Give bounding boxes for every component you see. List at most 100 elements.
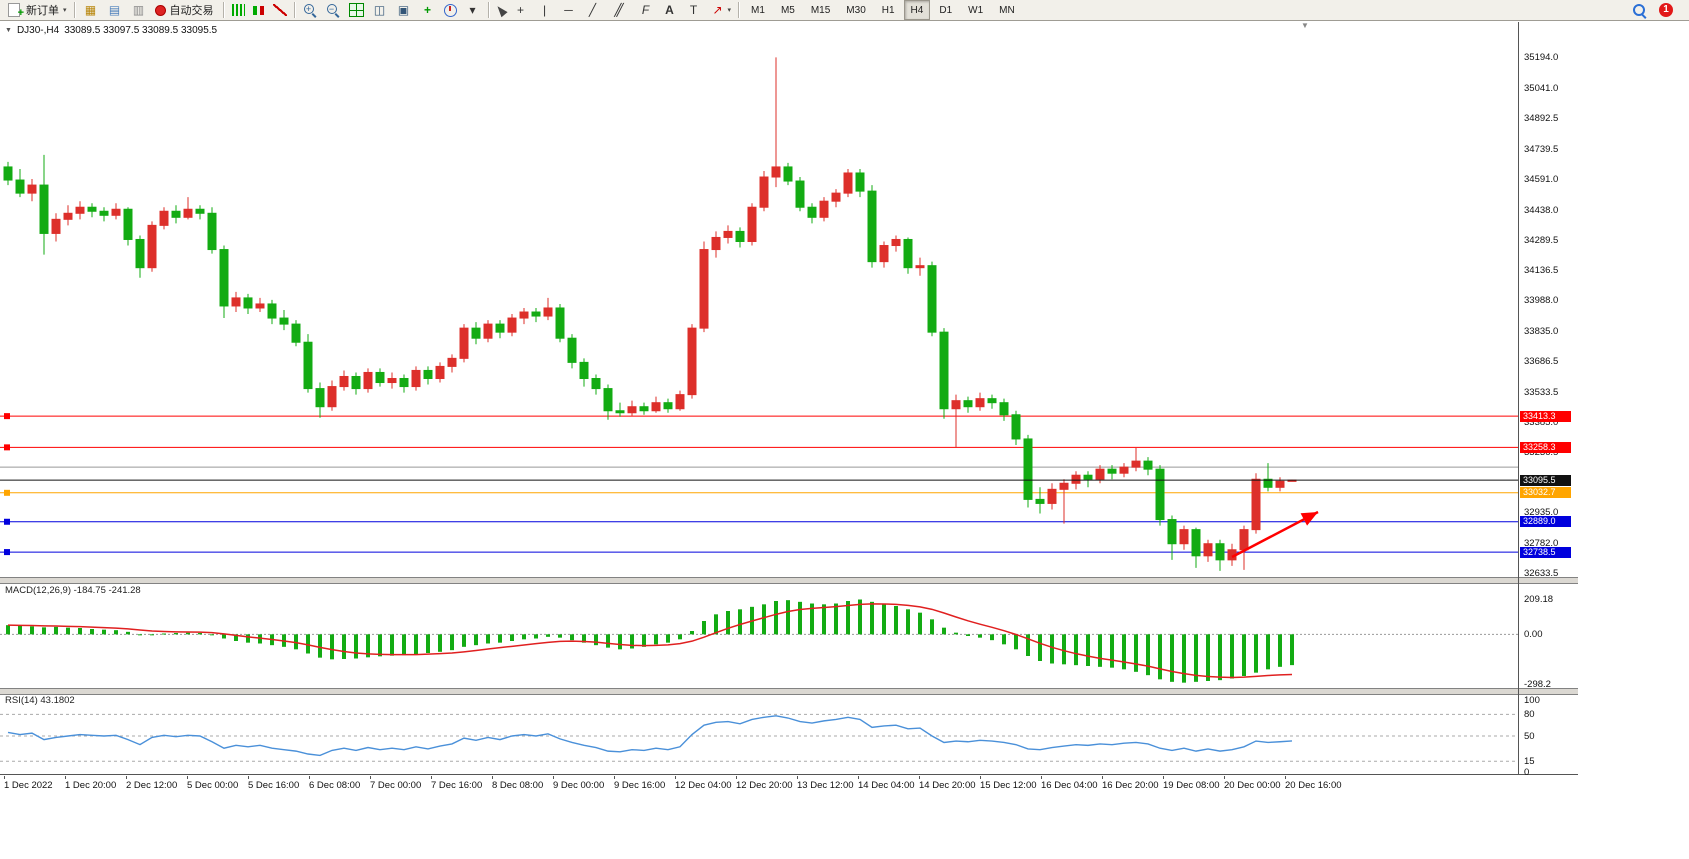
price-tag: 33413.3 xyxy=(1520,410,1571,422)
horizontal-line-object[interactable] xyxy=(0,549,1518,556)
candlestick-button[interactable] xyxy=(250,0,268,20)
time-axis-tick xyxy=(980,776,981,779)
profiles-button[interactable]: ▤ xyxy=(104,0,126,20)
terminal-button[interactable]: ▥ xyxy=(128,0,150,20)
period-button[interactable] xyxy=(441,0,460,20)
toolbar-separator xyxy=(738,2,741,18)
time-axis-label: 7 Dec 16:00 xyxy=(431,780,483,791)
price-axis-label: 34136.5 xyxy=(1524,265,1559,277)
price-axis-label: 34739.5 xyxy=(1524,143,1559,155)
chart-ohlc-readout: 33089.5 33097.5 33089.5 33095.5 xyxy=(64,25,218,36)
horizontal-line-object[interactable] xyxy=(0,444,1518,451)
horizontal-line-icon: ─ xyxy=(564,2,573,17)
channel-button[interactable]: ╱╱ xyxy=(606,0,633,20)
time-axis-label: 13 Dec 12:00 xyxy=(797,780,854,791)
time-axis-label: 20 Dec 00:00 xyxy=(1224,780,1281,791)
bar-chart-button[interactable] xyxy=(229,0,248,20)
time-axis-tick xyxy=(248,776,249,779)
time-axis-tick xyxy=(1285,776,1286,779)
panel-separator[interactable] xyxy=(0,577,1578,584)
horizontal-line-object[interactable] xyxy=(0,518,1518,525)
time-axis[interactable]: 1 Dec 2022 1 Dec 20:00 2 Dec 12:00 5 Dec 00… xyxy=(0,776,1518,796)
time-axis-tick xyxy=(65,776,66,779)
cascade-windows-button[interactable]: ▣ xyxy=(393,0,415,20)
timeframe-m30[interactable]: M30 xyxy=(839,0,872,20)
rsi-scale-label: 15 xyxy=(1524,756,1535,768)
zoom-out-icon xyxy=(326,3,341,18)
templates-button[interactable]: ▾ xyxy=(462,0,484,20)
price-axis-label: 32633.5 xyxy=(1524,568,1559,580)
search-icon[interactable] xyxy=(1632,3,1647,18)
time-axis-tick xyxy=(797,776,798,779)
timeframe-h4[interactable]: H4 xyxy=(903,0,931,20)
price-tag: 33032.7 xyxy=(1520,487,1571,499)
main-price-chart[interactable] xyxy=(0,22,1518,576)
main-toolbar: 新订单▾▦▤▥自动交易◫▣+▾+|─╱╱╱FAT↗▾M1M5M15M30H1H4… xyxy=(0,0,1689,21)
timeframe-h1[interactable]: H1 xyxy=(875,0,902,20)
timeframe-m5[interactable]: M5 xyxy=(774,0,802,20)
time-axis-label: 1 Dec 20:00 xyxy=(65,780,117,791)
indicators-icon: + xyxy=(424,2,432,17)
zoom-out-button[interactable] xyxy=(323,0,344,20)
arrows-button[interactable]: ↗ ▾ xyxy=(707,0,735,20)
price-axis-label: 35041.0 xyxy=(1524,83,1559,95)
chart-symbol-period: DJ30-,H4 xyxy=(16,25,60,36)
zoom-in-icon xyxy=(303,3,318,18)
time-axis-tick xyxy=(614,776,615,779)
timeframe-mn[interactable]: MN xyxy=(992,0,1022,20)
label-button[interactable]: T xyxy=(683,0,705,20)
toolbar-separator xyxy=(487,2,490,18)
cursor-button[interactable] xyxy=(493,0,508,20)
auto-trading-button[interactable]: 自动交易 xyxy=(152,0,219,20)
timeframe-m1[interactable]: M1 xyxy=(744,0,772,20)
rsi-header: RSI(14) 43.1802 xyxy=(5,695,75,706)
price-axis-label: 34289.5 xyxy=(1524,234,1559,246)
time-axis-label: 5 Dec 16:00 xyxy=(248,780,300,791)
price-axis-label: 32935.0 xyxy=(1524,507,1559,519)
timeframe-m15[interactable]: M15 xyxy=(804,0,837,20)
time-axis-label: 12 Dec 04:00 xyxy=(675,780,732,791)
profiles-icon: ▤ xyxy=(108,2,121,17)
crosshair-button[interactable]: + xyxy=(510,0,532,20)
time-axis-tick xyxy=(309,776,310,779)
timeframe-w1[interactable]: W1 xyxy=(961,0,990,20)
macd-header: MACD(12,26,9) -184.75 -241.28 xyxy=(5,585,141,596)
rsi-panel[interactable] xyxy=(0,694,1518,774)
notification-badge[interactable]: 1 xyxy=(1659,3,1673,17)
price-axis-label: 33385.0 xyxy=(1524,416,1559,428)
zoom-in-button[interactable] xyxy=(300,0,321,20)
indicators-button[interactable]: + xyxy=(417,0,439,20)
new-order-button[interactable]: 新订单 ▾ xyxy=(4,0,70,21)
horizontal-line-button[interactable]: ─ xyxy=(558,0,580,20)
arrow-annotation[interactable] xyxy=(1231,510,1319,559)
rsi-scale-label: 80 xyxy=(1524,709,1535,721)
timeframe-mn-label: MN xyxy=(999,4,1015,16)
timeframe-d1[interactable]: D1 xyxy=(932,0,959,20)
trendline-button[interactable]: ╱ xyxy=(582,0,604,20)
toolbar-separator xyxy=(293,2,296,18)
collapse-chart-icon[interactable]: ▼ xyxy=(5,27,12,34)
arrange-windows-button[interactable]: ◫ xyxy=(369,0,391,20)
line-chart-button[interactable] xyxy=(270,0,290,20)
horizontal-line-object[interactable] xyxy=(0,413,1518,420)
price-axis[interactable]: 209.18 0.00 -298.2 100 80 50 15 0 35194.0 35041.0… xyxy=(1518,22,1580,778)
channel-icon: ╱╱ xyxy=(614,2,623,17)
panel-separator[interactable] xyxy=(0,688,1578,695)
tile-windows-button[interactable] xyxy=(346,0,367,20)
text-icon: A xyxy=(665,2,674,17)
fibonacci-button[interactable]: F xyxy=(635,0,657,20)
fibonacci-icon: F xyxy=(641,2,650,17)
macd-panel[interactable] xyxy=(0,584,1518,688)
time-axis-label: 16 Dec 20:00 xyxy=(1102,780,1159,791)
candles xyxy=(3,57,1297,571)
rsi-title: RSI(14) xyxy=(5,695,38,706)
vertical-line-button[interactable]: | xyxy=(534,0,556,20)
charts-button[interactable]: ▦ xyxy=(80,0,102,20)
macd-histogram xyxy=(6,599,1294,683)
terminal-icon: ▥ xyxy=(132,2,145,17)
horizontal-line-object[interactable] xyxy=(0,489,1518,496)
text-button[interactable]: A xyxy=(659,0,681,20)
toolbar-separator xyxy=(222,2,225,18)
price-axis-label: 34892.5 xyxy=(1524,113,1559,125)
time-axis-tick xyxy=(370,776,371,779)
